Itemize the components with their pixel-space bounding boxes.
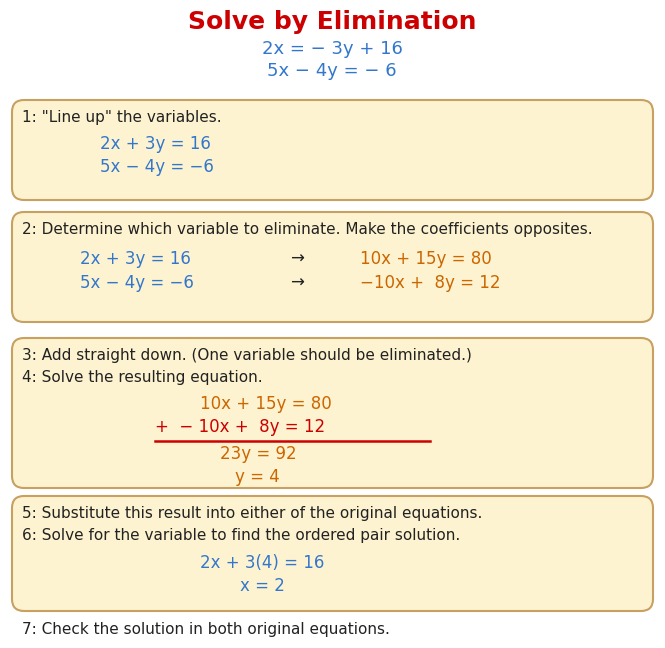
Text: 5x − 4y = − 6: 5x − 4y = − 6 — [267, 62, 397, 80]
Text: +  − 10x +  8y = 12: + − 10x + 8y = 12 — [155, 418, 325, 436]
Text: 4: Solve the resulting equation.: 4: Solve the resulting equation. — [22, 370, 263, 385]
Text: 10x + 15y = 80: 10x + 15y = 80 — [200, 395, 332, 413]
Text: 2x = − 3y + 16: 2x = − 3y + 16 — [261, 40, 402, 58]
Text: −10x +  8y = 12: −10x + 8y = 12 — [360, 274, 501, 292]
Text: 3: Add straight down. (One variable should be eliminated.): 3: Add straight down. (One variable shou… — [22, 348, 472, 363]
Text: 2x + 3y = 16: 2x + 3y = 16 — [80, 250, 191, 268]
Text: x = 2: x = 2 — [240, 577, 285, 595]
Text: Solve by Elimination: Solve by Elimination — [188, 10, 476, 34]
Text: 5x − 4y = −6: 5x − 4y = −6 — [80, 274, 194, 292]
Text: →: → — [290, 250, 304, 268]
Text: 6: Solve for the variable to find the ordered pair solution.: 6: Solve for the variable to find the or… — [22, 528, 460, 543]
FancyBboxPatch shape — [12, 212, 653, 322]
Text: 10x + 15y = 80: 10x + 15y = 80 — [360, 250, 491, 268]
Text: 1: "Line up" the variables.: 1: "Line up" the variables. — [22, 110, 221, 125]
Text: 2x + 3y = 16: 2x + 3y = 16 — [100, 135, 211, 153]
FancyBboxPatch shape — [12, 338, 653, 488]
FancyBboxPatch shape — [12, 100, 653, 200]
Text: →: → — [290, 274, 304, 292]
Text: 5x − 4y = −6: 5x − 4y = −6 — [100, 158, 214, 176]
Text: 23y = 92: 23y = 92 — [220, 445, 297, 463]
Text: 5: Substitute this result into either of the original equations.: 5: Substitute this result into either of… — [22, 506, 482, 521]
Text: 2: Determine which variable to eliminate. Make the coefficients opposites.: 2: Determine which variable to eliminate… — [22, 222, 593, 237]
Text: 2x + 3(4) = 16: 2x + 3(4) = 16 — [200, 554, 325, 572]
FancyBboxPatch shape — [12, 496, 653, 611]
Text: y = 4: y = 4 — [235, 468, 280, 486]
Text: 7: Check the solution in both original equations.: 7: Check the solution in both original e… — [22, 622, 390, 637]
